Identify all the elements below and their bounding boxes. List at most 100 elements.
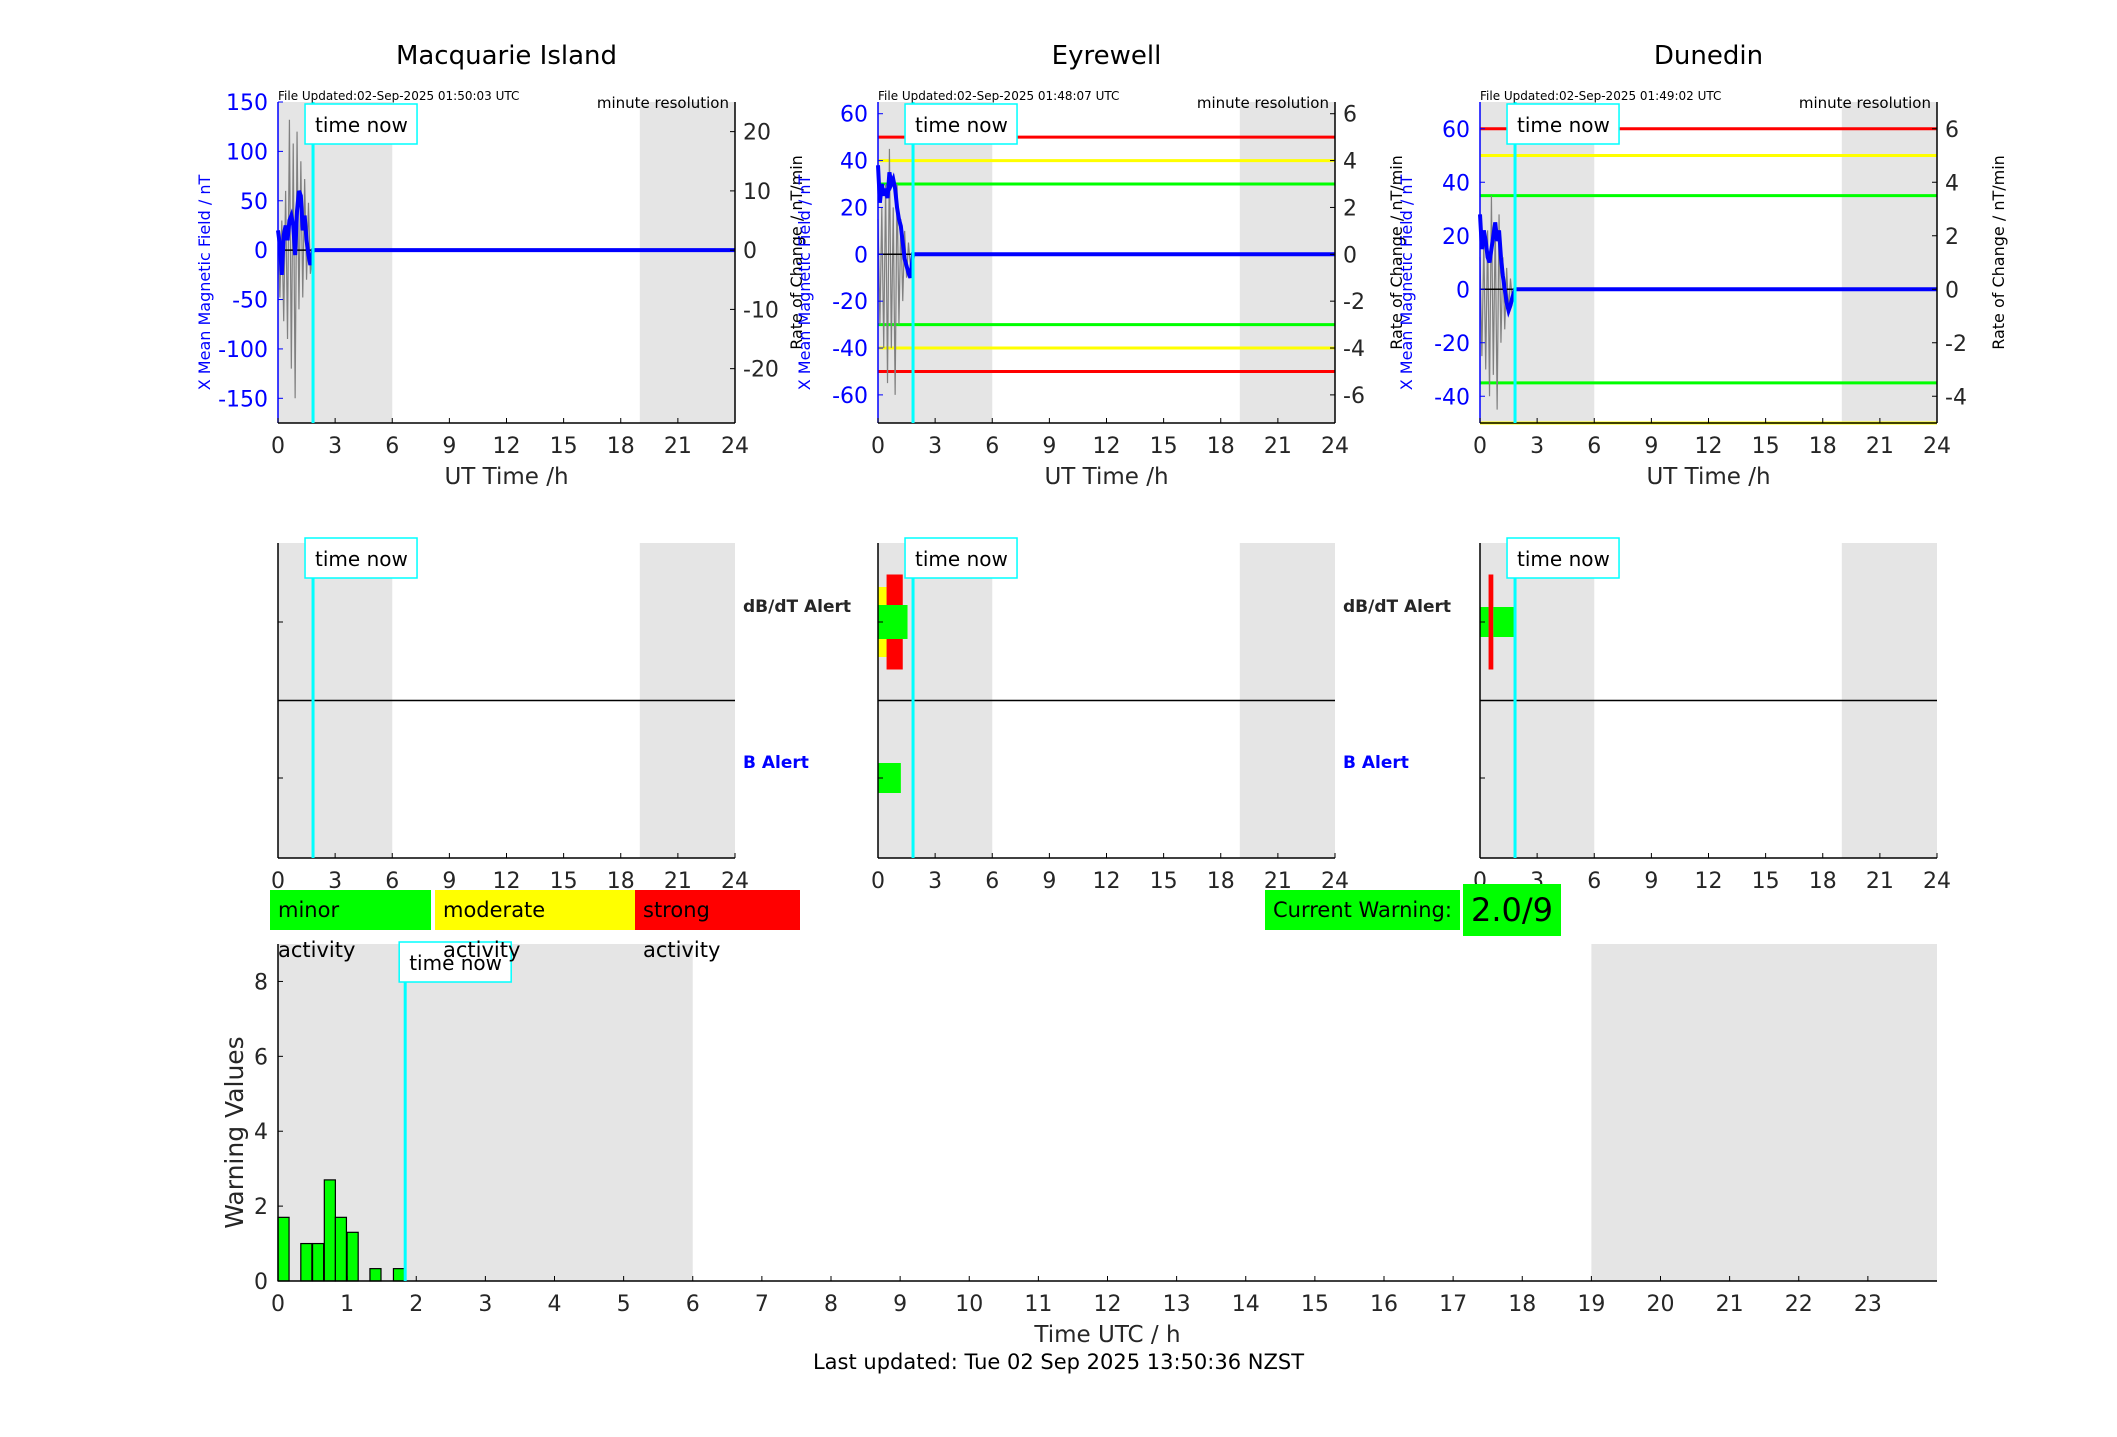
- y-left-axis-label: X Mean Magnetic Field / nT: [195, 175, 214, 391]
- y-left-tick-label: -60: [832, 384, 868, 409]
- resolution-label: minute resolution: [1799, 94, 1931, 112]
- x-tick-label: 24: [1321, 434, 1349, 459]
- x-tick-label: 6: [985, 434, 999, 459]
- y-right-tick-label: 0: [743, 239, 757, 264]
- alert-chart-1: time now 0 3 6 9 12 15 18 21 24: [271, 537, 749, 894]
- x-tick-label: 9: [1042, 869, 1056, 894]
- y-left-tick-label: 0: [1456, 278, 1470, 303]
- dbdt-alert-label: dB/dT Alert: [1343, 597, 1451, 617]
- x-tick-label: 9: [1644, 434, 1658, 459]
- y-right-tick-label: -2: [1343, 290, 1365, 315]
- x-field-series: [1478, 214, 1937, 318]
- x-tick-label: 12: [493, 869, 521, 894]
- time-now-label: time now: [1517, 113, 1610, 137]
- x-tick-label: 2: [409, 1292, 423, 1317]
- x-tick-label: 14: [1232, 1292, 1260, 1317]
- y-right-tick-label: 20: [743, 121, 771, 146]
- x-tick-label: 7: [755, 1292, 769, 1317]
- x-tick-label: 11: [1024, 1292, 1052, 1317]
- x-tick-label: 6: [385, 434, 399, 459]
- time-now-label: time now: [315, 547, 408, 571]
- y-left-tick-label: -40: [832, 337, 868, 362]
- chart-title: Eyrewell: [1052, 41, 1162, 71]
- y-left-tick-label: 60: [1442, 118, 1470, 143]
- time-now-label: time now: [915, 113, 1008, 137]
- y-right-tick-label: -2: [1945, 332, 1967, 357]
- file-updated-label: File Updated:02-Sep-2025 01:50:03 UTC: [278, 89, 519, 103]
- time-now-label: time now: [315, 113, 408, 137]
- night-shading: [278, 944, 693, 1281]
- x-tick-label: 9: [1042, 434, 1056, 459]
- y-right-tick-label: 4: [1343, 150, 1357, 175]
- x-tick-label: 12: [1093, 869, 1121, 894]
- warning-bar: [323, 1179, 336, 1282]
- x-tick-label: 15: [550, 434, 578, 459]
- y-tick-label: 8: [254, 970, 268, 995]
- x-tick-label: 22: [1785, 1292, 1813, 1317]
- x-tick-label: 16: [1370, 1292, 1398, 1317]
- y-left-tick-label: -40: [1434, 385, 1470, 410]
- y-tick-label: 2: [254, 1195, 268, 1220]
- last-updated: Last updated: Tue 02 Sep 2025 13:50:36 N…: [812, 1350, 1305, 1374]
- x-tick-label: 12: [1695, 869, 1723, 894]
- x-tick-label: 15: [1752, 434, 1780, 459]
- x-tick-label: 21: [1866, 434, 1894, 459]
- x-tick-label: 6: [385, 869, 399, 894]
- x-tick-label: 6: [1587, 434, 1601, 459]
- warning-values-chart: time now01234567891011121314151617181920…: [220, 941, 1937, 1348]
- time-now-box: [398, 941, 512, 983]
- y-right-tick-label: 2: [1343, 196, 1357, 221]
- x-tick-label: 3: [328, 434, 342, 459]
- x-tick-label: 0: [871, 434, 885, 459]
- x-tick-label: 15: [1752, 869, 1780, 894]
- y-left-tick-label: 0: [854, 243, 868, 268]
- y-right-axis-label: Rate of Change / nT/min: [787, 155, 806, 350]
- x-tick-label: 24: [1923, 869, 1951, 894]
- x-tick-label: 12: [1094, 1292, 1122, 1317]
- x-tick-label: 21: [1264, 869, 1292, 894]
- x-tick-label: 17: [1439, 1292, 1467, 1317]
- y-axis-label: Warning Values: [220, 1036, 249, 1228]
- x-tick-label: 5: [617, 1292, 631, 1317]
- time-now-label: time now: [409, 951, 502, 975]
- x-tick-label: 3: [328, 869, 342, 894]
- y-left-tick-label: 20: [840, 196, 868, 221]
- y-left-tick-label: 60: [840, 103, 868, 128]
- y-left-axis-label: X Mean Magnetic Field / nT: [795, 175, 814, 391]
- legend-minor: minor activity: [270, 890, 431, 962]
- x-tick-label: 9: [893, 1292, 907, 1317]
- x-axis-label: Time UTC / h: [1033, 1322, 1180, 1348]
- warning-bar: [392, 1268, 406, 1282]
- y-right-tick-label: -10: [743, 298, 779, 323]
- time-now-label: time now: [1517, 547, 1610, 571]
- current-warning-label: Current Warning:: [1265, 890, 1460, 930]
- legend-moderate: moderate activity: [435, 890, 635, 962]
- x-tick-label: 18: [1207, 869, 1235, 894]
- dbdt-alert-label: dB/dT Alert: [743, 597, 851, 617]
- y-left-tick-label: -20: [1434, 332, 1470, 357]
- x-tick-label: 18: [1508, 1292, 1536, 1317]
- x-tick-label: 24: [721, 434, 749, 459]
- warning-bar: [369, 1268, 382, 1282]
- y-right-tick-label: -4: [1945, 385, 1967, 410]
- y-left-tick-label: 40: [840, 150, 868, 175]
- x-tick-label: 6: [1587, 869, 1601, 894]
- file-updated-label: File Updated:02-Sep-2025 01:48:07 UTC: [878, 89, 1119, 103]
- y-right-tick-label: -20: [743, 358, 779, 383]
- y-right-tick-label: 4: [1945, 171, 1959, 196]
- night-shading: [1591, 944, 1937, 1281]
- x-tick-label: 8: [824, 1292, 838, 1317]
- x-tick-label: 0: [271, 1292, 285, 1317]
- x-tick-label: 12: [493, 434, 521, 459]
- dbdt-alert-bar: [1493, 607, 1516, 637]
- night-shading: [1239, 102, 1335, 423]
- warning-bar: [311, 1242, 325, 1282]
- alert-chart-2: time now 0 3 6 9 12 15 18 21 24: [871, 537, 1349, 894]
- x-tick-label: 18: [607, 434, 635, 459]
- x-tick-label: 9: [442, 434, 456, 459]
- b-alert-bar: [878, 763, 901, 793]
- x-tick-label: 0: [871, 869, 885, 894]
- rate-of-change-series: [277, 119, 314, 399]
